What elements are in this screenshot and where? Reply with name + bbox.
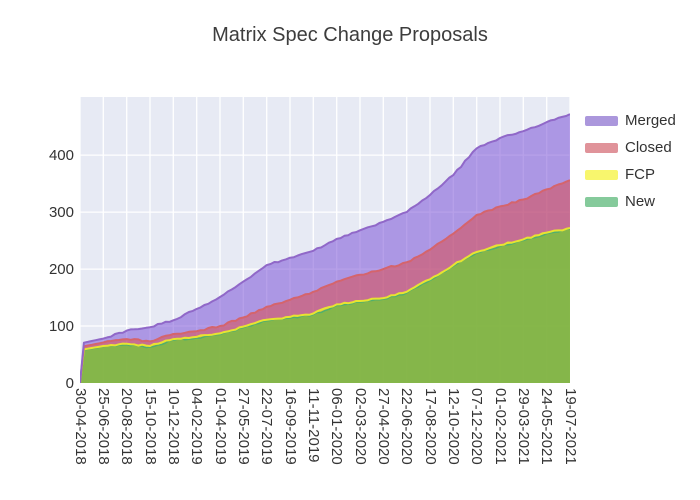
legend-item-fcp[interactable]: FCP xyxy=(585,161,676,188)
y-tick-label: 200 xyxy=(48,260,74,278)
legend-item-closed[interactable]: Closed xyxy=(585,134,676,161)
x-tick-label: 01-02-2021 xyxy=(491,388,509,465)
x-tick-label: 27-05-2019 xyxy=(234,388,252,465)
x-tick-label: 12-10-2020 xyxy=(444,388,462,465)
x-tick-label: 11-11-2019 xyxy=(304,388,322,463)
legend-label: FCP xyxy=(625,166,655,183)
x-tick-label: 20-08-2018 xyxy=(118,388,136,465)
area-new xyxy=(80,229,570,383)
stacked-area-chart[interactable] xyxy=(79,97,571,384)
area-fills[interactable] xyxy=(80,114,570,383)
fcp-swatch-icon xyxy=(585,169,618,180)
legend-label: New xyxy=(625,193,656,210)
x-tick-label: 16-09-2019 xyxy=(281,388,299,465)
y-tick-label: 400 xyxy=(48,146,74,164)
x-tick-label: 30-04-2018 xyxy=(71,388,89,465)
x-tick-label: 07-12-2020 xyxy=(468,388,486,465)
x-tick-label: 29-03-2021 xyxy=(514,388,532,465)
merged-swatch-icon xyxy=(585,115,618,126)
y-tick-label: 100 xyxy=(48,317,74,335)
legend-item-new[interactable]: New xyxy=(585,188,676,215)
closed-swatch-icon xyxy=(585,142,618,153)
y-tick-label: 300 xyxy=(48,203,74,221)
legend: Merged Closed FCP New xyxy=(585,107,676,215)
plot-area[interactable] xyxy=(79,97,571,384)
legend-label: Closed xyxy=(625,139,672,156)
x-tick-label: 02-03-2020 xyxy=(351,388,369,465)
new-swatch-icon xyxy=(585,196,618,207)
x-tick-label: 22-07-2019 xyxy=(258,388,276,465)
x-tick-label: 15-10-2018 xyxy=(141,388,159,465)
legend-label: Merged xyxy=(625,112,676,129)
area-outlines xyxy=(79,113,571,384)
legend-item-merged[interactable]: Merged xyxy=(585,107,676,134)
x-tick-label: 17-08-2020 xyxy=(421,388,439,465)
x-tick-label: 19-07-2021 xyxy=(561,388,579,465)
y-tick-label: 0 xyxy=(65,374,74,392)
x-tick-label: 04-02-2019 xyxy=(188,388,206,465)
x-tick-label: 24-05-2021 xyxy=(538,388,556,465)
x-tick-label: 27-04-2020 xyxy=(374,388,392,465)
x-tick-label: 06-01-2020 xyxy=(328,388,346,465)
x-tick-label: 22-06-2020 xyxy=(398,388,416,465)
chart-title: Matrix Spec Change Proposals xyxy=(212,24,488,46)
x-tick-label: 25-06-2018 xyxy=(94,388,112,465)
x-tick-label: 10-12-2018 xyxy=(164,388,182,465)
x-tick-label: 01-04-2019 xyxy=(211,388,229,465)
